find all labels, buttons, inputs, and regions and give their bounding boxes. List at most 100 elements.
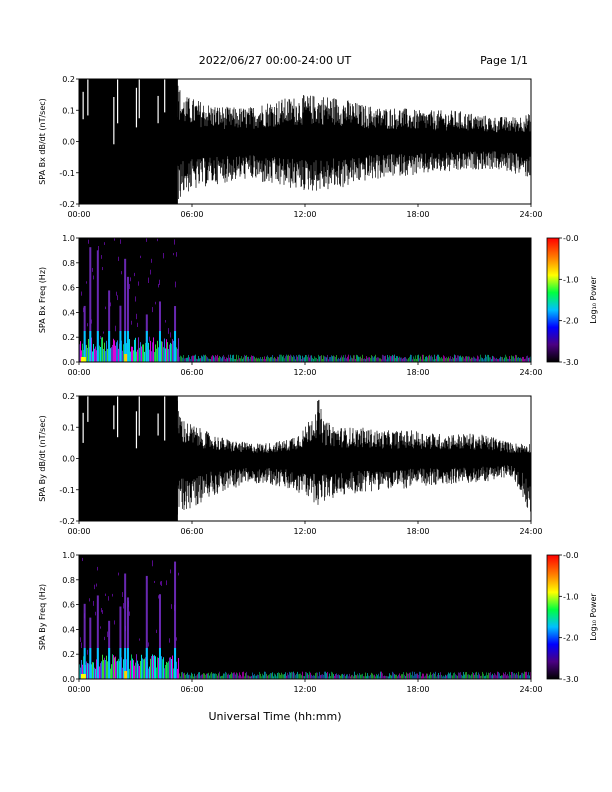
spectrogram-band-cell xyxy=(368,357,369,362)
spectrogram-band-cell xyxy=(140,342,141,362)
spectrogram-band-cell xyxy=(221,675,222,679)
spectrogram-band-cell xyxy=(483,673,484,679)
spectrogram-band-cell xyxy=(178,338,179,362)
spectrogram-speckle xyxy=(158,283,159,288)
spectrogram-band-cell xyxy=(527,674,528,679)
spectrogram-band-cell xyxy=(469,356,470,362)
spectrogram-band-cell xyxy=(467,356,468,362)
spectrogram-band-cell xyxy=(169,657,170,679)
spectrogram-band-cell xyxy=(360,356,361,362)
spectrogram-burst-core xyxy=(158,648,161,679)
spectrogram-band-cell xyxy=(476,358,477,362)
spectrogram-band-cell xyxy=(240,358,241,362)
spectrogram-band-cell xyxy=(335,674,336,679)
spectrogram-band-cell xyxy=(153,655,154,679)
spectrogram-band-cell xyxy=(161,341,162,362)
spectrogram-band-cell xyxy=(470,675,471,679)
spectrogram-band-cell xyxy=(395,357,396,362)
spectrogram-band-cell xyxy=(441,356,442,362)
spectrogram-band-cell xyxy=(189,357,190,362)
spectrogram-band-cell xyxy=(495,358,496,362)
spectrogram-band-cell xyxy=(341,674,342,679)
spectrogram-band-cell xyxy=(263,675,264,679)
spectrogram-speckle xyxy=(137,322,138,328)
y-tick-label: 0.2 xyxy=(62,75,75,84)
y-axis-label: SPA Bx dB/dt (nT/sec) xyxy=(38,98,47,185)
spectrogram-band-cell xyxy=(122,350,123,362)
spectrogram-band-cell xyxy=(209,358,210,362)
spectrogram-burst-core xyxy=(119,331,122,362)
spectrogram-speckle xyxy=(104,636,105,641)
spectrogram-band-cell xyxy=(403,672,404,679)
spectrogram-band-cell xyxy=(416,673,417,679)
spectrogram-band-cell xyxy=(388,357,389,362)
spectrogram-band-cell xyxy=(165,664,166,679)
y-tick-label: 0.6 xyxy=(62,284,75,293)
spectrogram-band-cell xyxy=(396,355,397,362)
spectrogram-band-cell xyxy=(409,672,410,679)
spectrogram-band-cell xyxy=(289,671,290,679)
spectrogram-band-cell xyxy=(105,659,106,679)
spectrogram-speckle xyxy=(118,256,119,261)
spectrogram-band-cell xyxy=(131,654,132,679)
spectrogram-burst-core xyxy=(89,648,92,679)
colorbar-tick-label: -3.0 xyxy=(563,358,579,367)
spectrogram-band-cell xyxy=(392,671,393,679)
saturated-segment xyxy=(79,79,178,204)
panel-1: 0.2 0.1 0.0 -0.1 -0.2 SPA Bx dB/dt (nT/sec) 00… xyxy=(38,75,543,219)
spectrogram-band-cell xyxy=(291,355,292,362)
spectrogram-band-cell xyxy=(312,675,313,679)
spectrogram-band-cell xyxy=(453,673,454,679)
spectrogram-band-cell xyxy=(500,675,501,679)
spectrogram-band-cell xyxy=(321,674,322,679)
spectrogram-band-cell xyxy=(471,674,472,679)
spectrogram-band-cell xyxy=(374,356,375,362)
spectrogram-band-cell xyxy=(459,672,460,679)
spectrogram-speckle xyxy=(87,649,88,655)
spectrogram-band-cell xyxy=(501,356,502,362)
spectrogram-band-cell xyxy=(301,359,302,362)
spectrogram-band-cell xyxy=(342,673,343,679)
spectrogram-band-cell xyxy=(283,355,284,362)
spectrogram-band-cell xyxy=(209,675,210,679)
y-tick-label: -0.1 xyxy=(59,486,75,495)
spectrogram-band-cell xyxy=(163,347,164,362)
x-tick-label: 12:00 xyxy=(293,527,316,536)
spectrogram-band-cell xyxy=(239,672,240,679)
spectrogram-band-cell xyxy=(418,675,419,679)
spectrogram-band-cell xyxy=(423,673,424,679)
spectrogram-band-cell xyxy=(412,671,413,679)
spectrogram-speckle xyxy=(121,271,122,275)
spectrogram-band-cell xyxy=(102,654,103,679)
spectrogram-band-cell xyxy=(411,674,412,679)
spectrogram-speckle xyxy=(129,611,130,616)
spectrogram-band-cell xyxy=(112,654,113,679)
spectrogram-band-cell xyxy=(506,356,507,362)
spectrogram-band-cell xyxy=(296,355,297,362)
spectrogram-band-cell xyxy=(186,674,187,679)
spectrogram-band-cell xyxy=(207,357,208,362)
spectrogram-band-cell xyxy=(101,661,102,679)
spectrogram-band-cell xyxy=(168,349,169,362)
spectrogram-band-cell xyxy=(140,661,141,679)
spectrogram-band-cell xyxy=(470,358,471,362)
spectrogram-band-cell xyxy=(508,675,509,679)
spectrogram-band-cell xyxy=(144,351,145,362)
x-tick-label: 06:00 xyxy=(180,685,203,694)
spectrogram-band-cell xyxy=(464,358,465,362)
spectrogram-band-cell xyxy=(218,673,219,679)
y-tick-label: 0.2 xyxy=(62,392,75,401)
spectrogram-speckle xyxy=(170,332,171,338)
spectrogram-band-cell xyxy=(206,673,207,679)
spectrogram-band-cell xyxy=(352,674,353,679)
spectrogram-band-cell xyxy=(373,357,374,362)
spectrogram-band-cell xyxy=(414,671,415,679)
spectrogram-band-cell xyxy=(259,358,260,362)
spectrogram-band-cell xyxy=(408,358,409,362)
spectrogram-band-cell xyxy=(378,673,379,679)
spectrogram-band-cell xyxy=(310,355,311,362)
spectrogram-band-cell xyxy=(261,358,262,362)
spectrogram-band-cell xyxy=(306,355,307,362)
x-tick-label: 00:00 xyxy=(67,685,90,694)
spectrogram-band-cell xyxy=(306,672,307,679)
